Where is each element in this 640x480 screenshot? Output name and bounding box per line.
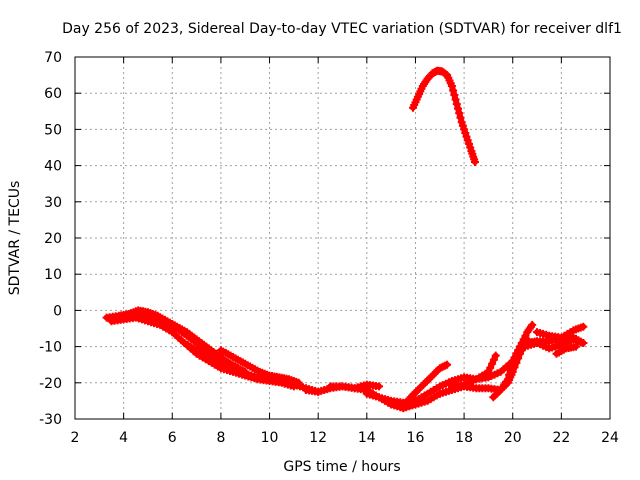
grid-lines [75, 57, 610, 419]
series-track-j [406, 360, 452, 402]
data-point [489, 355, 498, 364]
series-track-d [180, 339, 286, 385]
y-tick-label: 30 [44, 195, 62, 211]
data-point [443, 360, 452, 369]
x-tick-label: 14 [358, 430, 376, 446]
data-point [528, 320, 537, 329]
x-tick-label: 20 [504, 430, 522, 446]
y-tick-label: 10 [44, 267, 62, 283]
data-point [488, 359, 497, 368]
data-point [452, 100, 461, 109]
series-track-n [520, 335, 588, 353]
data-point [451, 95, 460, 104]
y-tick-label: 40 [44, 159, 62, 175]
data-point [491, 351, 500, 360]
data-point [506, 366, 515, 375]
data-point [462, 132, 471, 141]
series-track-g [326, 380, 383, 393]
y-tick-label: -20 [39, 376, 62, 392]
x-tick-label: 4 [119, 430, 128, 446]
x-tick-label: 10 [261, 430, 279, 446]
data-point [507, 361, 516, 370]
data-points [102, 66, 588, 413]
data-point [454, 104, 462, 113]
data-point [455, 109, 464, 118]
data-point [471, 158, 479, 166]
x-axis-ticks: 2 4 6 8 10 12 14 16 18 20 22 24 [71, 57, 619, 446]
x-tick-label: 12 [309, 430, 327, 446]
series-track-o [533, 322, 588, 342]
x-tick-label: 24 [601, 430, 619, 446]
series-track-q [409, 66, 479, 166]
y-axis-ticks: -30 -20 -10 0 10 20 30 40 50 60 70 [39, 50, 610, 428]
series-track-c [124, 306, 250, 376]
y-tick-label: 60 [44, 86, 62, 102]
data-point [503, 375, 512, 384]
data-point [450, 91, 459, 99]
series-track-l [435, 335, 532, 398]
x-tick-label: 22 [552, 430, 570, 446]
x-tick-label: 2 [71, 430, 80, 446]
series-track-e [216, 346, 303, 387]
data-point [572, 342, 580, 351]
data-point [486, 363, 495, 372]
data-point [449, 86, 458, 95]
data-point [579, 339, 588, 347]
y-tick-label: 0 [53, 303, 62, 319]
y-tick-label: 50 [44, 122, 62, 138]
x-tick-label: 6 [168, 430, 177, 446]
x-tick-label: 18 [455, 430, 473, 446]
series-track-p [552, 342, 580, 358]
chart-title: Day 256 of 2023, Sidereal Day-to-day VTE… [62, 21, 622, 37]
x-tick-label: 16 [407, 430, 425, 446]
y-tick-label: -10 [39, 340, 62, 356]
x-tick-label: 8 [216, 430, 225, 446]
data-point [579, 322, 588, 331]
data-point [505, 370, 514, 379]
data-point [375, 382, 383, 391]
y-tick-label: 70 [44, 50, 62, 66]
y-tick-label: 20 [44, 231, 62, 247]
data-point [456, 113, 465, 122]
data-point [294, 378, 303, 387]
data-point [447, 82, 456, 90]
x-axis-label: GPS time / hours [283, 459, 400, 475]
y-axis-label: SDTVAR / TECUs [7, 181, 23, 296]
y-tick-label: -30 [39, 412, 62, 428]
